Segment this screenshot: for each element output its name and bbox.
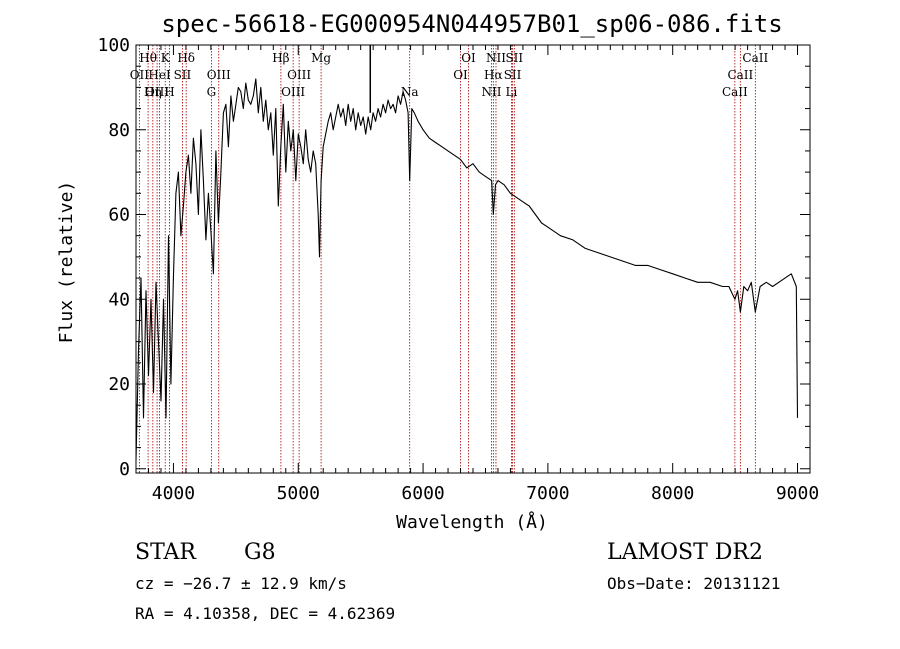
line-annotation: SII xyxy=(504,68,522,82)
line-annotation: CaII xyxy=(727,68,753,82)
line-annotation: OII xyxy=(130,68,150,82)
object-subclass: G8 xyxy=(244,540,276,565)
line-annotation: H xyxy=(164,85,174,99)
line-annotation: Li xyxy=(506,85,518,99)
y-tick-label: 0 xyxy=(119,459,130,480)
line-annotation: Hβ xyxy=(272,51,289,65)
x-tick-label: 7000 xyxy=(526,483,569,504)
line-annotation: Hα xyxy=(484,68,503,82)
x-tick-label: 5000 xyxy=(277,483,320,504)
line-annotation: OIII xyxy=(281,85,305,99)
observation-date: Obs−Date: 20131121 xyxy=(607,574,781,593)
x-tick-label: 9000 xyxy=(776,483,819,504)
line-annotation: SII xyxy=(174,68,192,82)
line-annotation: CaII xyxy=(722,85,748,99)
x-tick-label: 8000 xyxy=(651,483,694,504)
line-annotation: HeI xyxy=(148,68,171,82)
y-tick-label: 40 xyxy=(108,289,130,310)
line-annotation: Hδ xyxy=(177,51,195,65)
chart-title: spec-56618-EG000954N044957B01_sp06-086.f… xyxy=(161,10,782,38)
line-annotation: OI xyxy=(453,68,468,82)
x-tick-label: 6000 xyxy=(401,483,444,504)
y-tick-label: 100 xyxy=(97,35,130,56)
line-annotation: OIII xyxy=(287,68,311,82)
line-markers xyxy=(138,45,756,473)
line-annotation: G xyxy=(207,85,217,99)
coordinates: RA = 4.10358, DEC = 4.62369 xyxy=(135,604,396,623)
x-axis-ticks: 4000 5000 6000 7000 8000 9000 xyxy=(135,45,819,504)
line-annotation: SII xyxy=(505,51,523,65)
line-annotation: CaII xyxy=(742,51,768,65)
survey-name: LAMOST DR2 xyxy=(607,540,763,565)
line-annotation: K xyxy=(161,51,171,65)
line-annotation: OI xyxy=(461,51,476,65)
x-tick-label: 4000 xyxy=(152,483,195,504)
spectrum-line xyxy=(135,78,799,461)
redshift-velocity: cz = −26.7 ± 12.9 km/s xyxy=(135,574,347,593)
line-annotation: Na xyxy=(401,85,419,99)
y-axis-ticks: 0 20 40 60 80 100 xyxy=(97,35,810,480)
x-axis-label: Wavelength (Å) xyxy=(396,511,548,533)
line-annotation: OIII xyxy=(207,68,231,82)
line-annotation: NII xyxy=(486,51,506,65)
y-tick-label: 60 xyxy=(108,205,130,226)
object-class: STAR xyxy=(135,540,196,565)
line-annotation: OIII xyxy=(145,85,169,99)
y-axis-label: Flux (relative) xyxy=(56,181,77,344)
line-annotation: Mg xyxy=(311,51,331,65)
y-tick-label: 20 xyxy=(108,374,130,395)
y-tick-label: 80 xyxy=(108,120,130,141)
plot-frame xyxy=(135,44,811,474)
line-annotation: Hθ xyxy=(139,51,157,65)
line-annotation: NII xyxy=(481,85,501,99)
line-annotation: Hη xyxy=(144,85,162,99)
